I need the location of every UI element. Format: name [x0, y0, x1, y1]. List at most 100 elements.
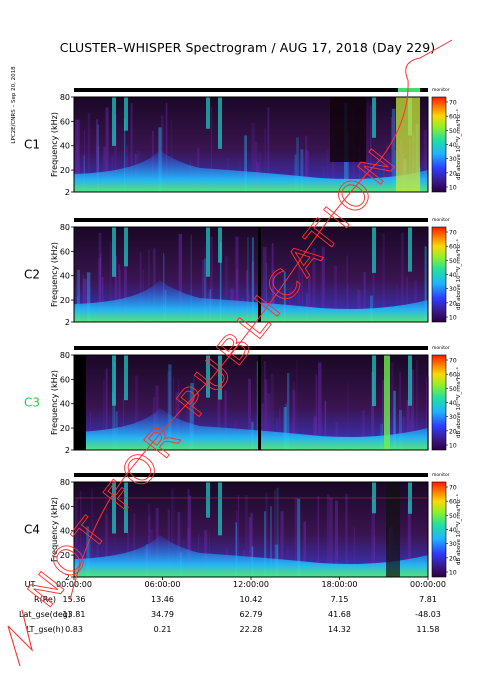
spectrogram-streak [372, 269, 375, 322]
spectrogram-streak [348, 165, 350, 192]
spectrogram-streak [114, 256, 118, 322]
spectrogram-streak [382, 379, 385, 450]
spectrogram-streak [296, 137, 299, 192]
spectrogram-streak [148, 248, 150, 322]
panel-frame [73, 226, 429, 323]
spectrogram-streak [294, 154, 297, 192]
low-frequency-band [74, 535, 428, 577]
panel-c1: 2 20 40 60 80 Frequency (kHz) C1 10 20 30 40 50 60 70… [24, 87, 462, 197]
x-row-value: 7.15 [331, 595, 349, 604]
spectrogram-streak [105, 368, 108, 450]
spectrogram-streak [401, 232, 404, 322]
y-tick-label: 60 [60, 502, 70, 511]
spectrogram-streak [371, 495, 375, 577]
spectrogram-streak [76, 278, 78, 322]
emission-streak [112, 97, 116, 146]
x-row-value: 0.83 [65, 625, 83, 634]
colorbar [431, 226, 447, 323]
colorbar-tick-label: 30 [449, 541, 457, 548]
spectrogram-streak [315, 374, 318, 450]
spectrogram-streak [204, 258, 207, 322]
data-gap [330, 97, 366, 162]
emission-streak [372, 482, 376, 514]
emission-streak [124, 482, 128, 533]
spectrogram-streak [114, 362, 116, 450]
colorbar-tick-label: 70 [449, 230, 457, 237]
status-bar-c1 [74, 88, 428, 92]
spectrogram-streak [293, 381, 295, 450]
spectrogram-streak [287, 373, 290, 450]
spectrogram-streak [313, 416, 317, 450]
x-row-label: UT [25, 580, 36, 589]
spectrogram-streak [312, 248, 316, 322]
spectrogram-streak [96, 119, 98, 192]
colorbar-tick-label: 20 [449, 428, 457, 435]
spectrogram-streak [283, 272, 286, 322]
emission-streak [112, 227, 116, 277]
y-tick-label: 60 [60, 117, 70, 126]
colorbar-top-label: monitor [432, 87, 450, 93]
spectrogram-streak [244, 495, 248, 577]
y-tick-label: 20 [60, 296, 70, 305]
x-row-value: 7.81 [419, 595, 437, 604]
spectrogram-streak [190, 234, 192, 322]
emission-streak [206, 355, 210, 398]
spectrogram-streak [80, 491, 82, 577]
low-frequency-band [74, 150, 428, 192]
x-row-value: 06:00:00 [145, 580, 181, 589]
colorbar-label: dB above 10⁻⁸V_rms²Hz⁻¹ [455, 494, 462, 565]
panel-label: C4 [24, 523, 40, 537]
spectrogram-streak [86, 272, 91, 322]
spectrogram-streak [409, 511, 412, 577]
spectrogram-streak [361, 410, 365, 450]
emission-streak [206, 227, 210, 277]
spectrogram-streak [133, 513, 136, 577]
spectrogram-streak [261, 403, 264, 450]
low-frequency-band [74, 280, 428, 322]
colorbar-tick-label: 70 [449, 358, 457, 365]
spectrogram-streak [248, 516, 252, 577]
spectrogram-streak [264, 511, 267, 577]
spectrogram-streak [370, 104, 372, 192]
emission-streak [112, 355, 116, 406]
spectrogram-streak [296, 360, 298, 450]
spectrogram-streak [247, 236, 249, 322]
spectrogram-streak [265, 263, 268, 322]
watermark-stroke-curve [69, 39, 453, 601]
x-row-value: 14.32 [328, 625, 351, 634]
spectrogram-streak [248, 378, 251, 450]
spectrogram-streak [245, 270, 248, 322]
spectrogram-streak [77, 119, 81, 192]
spectrogram-streak [271, 243, 274, 322]
emission-streak [384, 355, 390, 450]
x-row-value: 22.28 [240, 625, 263, 634]
spectrogram-streak [394, 150, 397, 192]
spectrogram-streak [406, 276, 409, 322]
spectrogram-streak [326, 494, 330, 577]
status-bar-c2 [74, 218, 428, 222]
x-row-value: 34.79 [151, 610, 174, 619]
y-tick-label: 40 [60, 272, 70, 281]
emission-streak [112, 482, 116, 534]
spectrogram-streak [390, 362, 394, 450]
spectrogram-streak [305, 150, 309, 192]
spectrogram-streak [264, 128, 267, 192]
colorbar-tick-label: 30 [449, 286, 457, 293]
spectrogram-streak [188, 495, 192, 577]
colorbar-tick-label: 50 [449, 386, 457, 393]
spectrogram-streak [267, 107, 270, 192]
y-tick-label: 80 [60, 93, 70, 102]
spectrogram-streak [263, 360, 266, 450]
data-gap [258, 227, 261, 322]
spectrogram-streak [177, 379, 180, 450]
spectrogram-streak [87, 112, 90, 192]
spectrogram-streak [367, 102, 369, 192]
y-axis-label: Frequency (kHz) [50, 242, 59, 307]
spectrogram-streak [219, 242, 222, 322]
x-row-value: -48.03 [415, 610, 441, 619]
emission-streak [124, 227, 128, 267]
spectrogram-streak [124, 118, 126, 192]
y-tick-label: 40 [60, 400, 70, 409]
colorbar-tick-label: 60 [449, 244, 457, 251]
